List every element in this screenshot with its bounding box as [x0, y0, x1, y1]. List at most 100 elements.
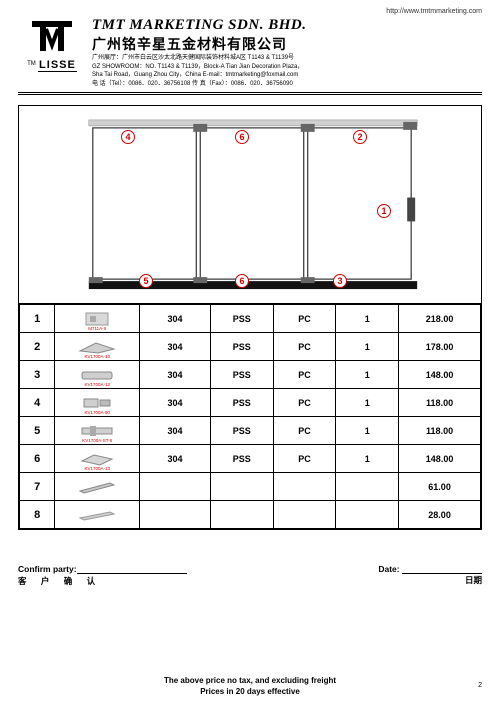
divider-thick [18, 92, 482, 93]
part-thumb-cell: KV1700A-ST-II [55, 417, 140, 445]
col-qty: 1 [336, 445, 399, 473]
callout-2: 2 [353, 130, 367, 144]
table-row: 761.00 [20, 473, 481, 501]
tel-fax-line: 电 话（Tel）：0086．020．36756108 传 真（Fax）：0086… [92, 81, 482, 89]
page-number: 2 [478, 682, 482, 689]
row-index: 7 [20, 473, 55, 501]
address-en: GZ SHOWROOM：NO. T1143 & T1139，Block-A Ti… [92, 64, 482, 72]
table-row: 3KV1700A-12304PSSPC1148.00 [20, 361, 481, 389]
part-thumb-cell [55, 501, 140, 529]
company-logo-icon [28, 17, 76, 61]
col-price: 118.00 [399, 389, 481, 417]
row-index: 5 [20, 417, 55, 445]
col-material: 304 [140, 417, 211, 445]
col-price: 148.00 [399, 445, 481, 473]
footer-line1: The above price no tax, and excluding fr… [0, 676, 500, 686]
col-price: 118.00 [399, 417, 481, 445]
col-unit: PC [273, 333, 336, 361]
col-material: 304 [140, 445, 211, 473]
col-material: 304 [140, 305, 211, 333]
col-material: 304 [140, 361, 211, 389]
col-price: 61.00 [399, 473, 481, 501]
col-price: 178.00 [399, 333, 481, 361]
callout-6: 6 [235, 274, 249, 288]
company-name-cn: 广州铭辛星五金材料有限公司 [92, 34, 482, 54]
col-finish: PSS [210, 333, 273, 361]
logo-block: TM LISSE [18, 17, 86, 88]
table-row: 6KV1700A-13304PSSPC1148.00 [20, 445, 481, 473]
col-material [140, 473, 211, 501]
callout-1: 1 [377, 204, 391, 218]
col-qty: 1 [336, 361, 399, 389]
row-index: 3 [20, 361, 55, 389]
confirm-row: Confirm party: 客 户 确 认 Date: 日期 [18, 564, 482, 587]
part-thumb-cell: KV1700A-13 [55, 445, 140, 473]
col-price: 148.00 [399, 361, 481, 389]
col-price: 218.00 [399, 305, 481, 333]
col-price: 28.00 [399, 501, 481, 529]
row-index: 1 [20, 305, 55, 333]
page-url: http://www.tmtmmarketing.com [18, 8, 482, 15]
row-index: 8 [20, 501, 55, 529]
col-unit: PC [273, 305, 336, 333]
col-qty [336, 473, 399, 501]
address-en2: Sha Tai Road，Guang Zhou City，China E-mai… [92, 72, 482, 80]
table-row: 1M711A-II304PSSPC1218.00 [20, 305, 481, 333]
letterhead: TM LISSE TMT MARKETING SDN. BHD. 广州铭辛星五金… [18, 17, 482, 90]
part-code-label: KV1700A-50 [57, 410, 137, 415]
table-row: 828.00 [20, 501, 481, 529]
row-index: 4 [20, 389, 55, 417]
col-material: 304 [140, 389, 211, 417]
table-row: 4KV1700A-50304PSSPC1118.00 [20, 389, 481, 417]
col-finish: PSS [210, 445, 273, 473]
part-code-label: KV1700A-10 [57, 354, 137, 359]
callout-4: 4 [121, 130, 135, 144]
part-code-label: KV1700A-12 [57, 382, 137, 387]
col-finish: PSS [210, 361, 273, 389]
callout-3: 3 [333, 274, 347, 288]
col-qty: 1 [336, 389, 399, 417]
col-unit [273, 501, 336, 529]
part-thumb-cell: KV1700A-10 [55, 333, 140, 361]
col-finish [210, 501, 273, 529]
col-qty: 1 [336, 333, 399, 361]
row-index: 2 [20, 333, 55, 361]
part-thumb-cell: KV1700A-50 [55, 389, 140, 417]
part-code-label: KV1700A-13 [57, 466, 137, 471]
table-row: 2KV1700A-10304PSSPC1178.00 [20, 333, 481, 361]
confirm-party-cn: 客 户 确 认 [18, 575, 187, 587]
callout-6: 6 [235, 130, 249, 144]
footer-line2: Prices in 20 days effective [0, 687, 500, 697]
col-unit [273, 473, 336, 501]
footer-note: The above price no tax, and excluding fr… [0, 676, 500, 697]
date-cn: 日期 [378, 574, 482, 586]
confirm-party-en: Confirm party: [18, 564, 187, 574]
content-box: 4621563 1M711A-II304PSSPC1218.002KV1700A… [18, 105, 482, 530]
part-thumb-cell: KV1700A-12 [55, 361, 140, 389]
tm-mark: TM [27, 61, 36, 67]
col-qty: 1 [336, 305, 399, 333]
col-unit: PC [273, 445, 336, 473]
col-finish: PSS [210, 305, 273, 333]
col-qty [336, 501, 399, 529]
table-row: 5KV1700A-ST-II304PSSPC1118.00 [20, 417, 481, 445]
company-name-en: TMT MARKETING SDN. BHD. [92, 17, 482, 34]
col-qty: 1 [336, 417, 399, 445]
product-diagram: 4 6 2 1 5 6 3 [19, 106, 481, 304]
col-material: 304 [140, 333, 211, 361]
part-code-label: KV1700A-ST-II [57, 438, 137, 443]
part-code-label: M711A-II [57, 326, 137, 331]
col-unit: PC [273, 417, 336, 445]
col-finish: PSS [210, 389, 273, 417]
col-finish [210, 473, 273, 501]
company-info: TMT MARKETING SDN. BHD. 广州铭辛星五金材料有限公司 广州… [92, 17, 482, 88]
callout-5: 5 [139, 274, 153, 288]
part-thumb-cell: M711A-II [55, 305, 140, 333]
col-unit: PC [273, 389, 336, 417]
col-finish: PSS [210, 417, 273, 445]
parts-table: 1M711A-II304PSSPC1218.002KV1700A-10304PS… [19, 304, 481, 529]
col-material [140, 501, 211, 529]
part-thumb-cell [55, 473, 140, 501]
date-block: Date: 日期 [378, 564, 482, 587]
door-diagram-svg [19, 106, 481, 303]
